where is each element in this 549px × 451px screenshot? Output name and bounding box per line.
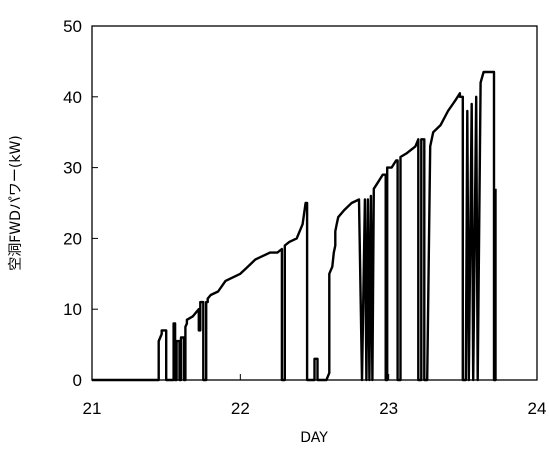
y-tick-label: 20 — [63, 229, 82, 248]
x-tick-label: 22 — [231, 399, 250, 418]
y-tick-label: 40 — [63, 88, 82, 107]
x-tick-label: 21 — [83, 399, 102, 418]
y-tick-label: 10 — [63, 300, 82, 319]
x-axis-title: DAY — [300, 430, 328, 446]
power-series-line — [92, 70, 497, 382]
x-tick-label: 24 — [528, 399, 547, 418]
y-tick-label: 0 — [73, 371, 82, 390]
y-tick-label: 50 — [63, 17, 82, 36]
y-axis-title: 空洞FWDパワー(kW) — [8, 135, 24, 271]
y-tick-label: 30 — [63, 159, 82, 178]
x-tick-label: 23 — [379, 399, 398, 418]
